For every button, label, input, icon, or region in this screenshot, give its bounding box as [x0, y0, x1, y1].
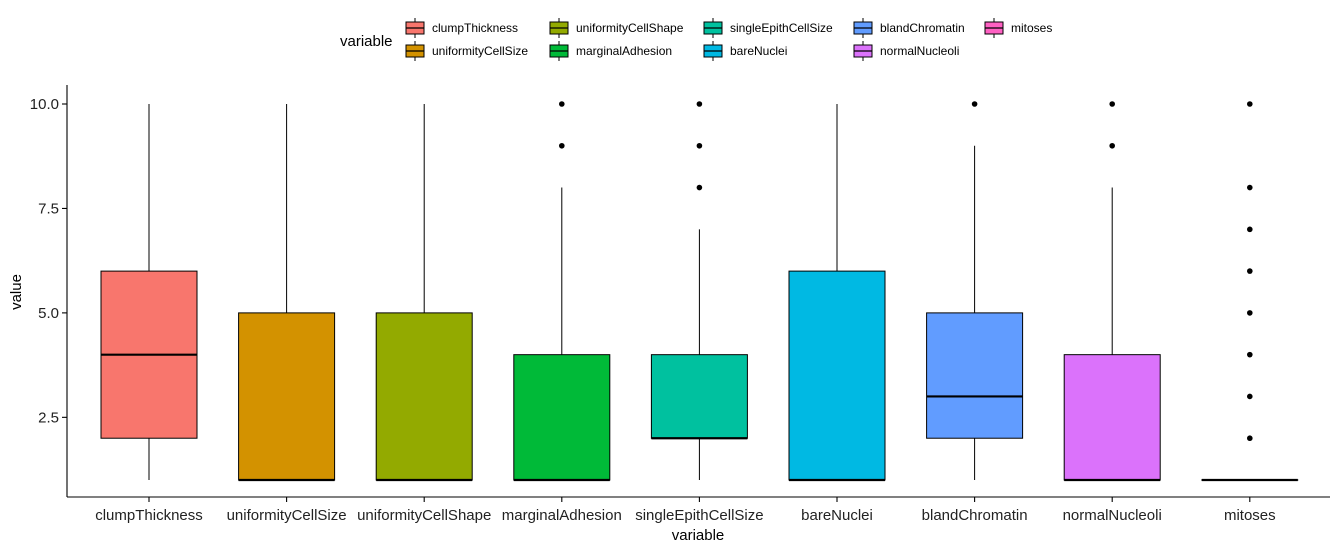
y-axis-title: value	[8, 274, 25, 310]
legend-item-marginalAdhesion: marginalAdhesion	[549, 41, 672, 61]
outlier-point	[696, 184, 703, 191]
box-singleEpithCellSize	[650, 101, 748, 480]
box-mitoses	[1201, 101, 1299, 482]
outlier-point	[1109, 101, 1115, 107]
outlier-point	[1247, 268, 1253, 274]
box-body	[238, 312, 336, 481]
box-uniformityCellShape	[375, 104, 473, 482]
box-body	[513, 354, 611, 481]
legend-label: normalNucleoli	[880, 44, 959, 58]
box-normalNucleoli	[1063, 101, 1161, 482]
legend: variable clumpThickness uniformityCellSiz…	[340, 18, 1052, 61]
legend-label: bareNuclei	[730, 44, 787, 58]
outlier-point	[1247, 393, 1253, 400]
box-clumpThickness	[100, 104, 198, 480]
legend-item-bareNuclei: bareNuclei	[703, 41, 787, 61]
x-tick-label: uniformityCellShape	[357, 507, 491, 524]
x-tick-label: clumpThickness	[95, 507, 203, 524]
outlier-point	[1109, 142, 1115, 149]
box-body	[926, 312, 1024, 439]
outlier-point	[971, 101, 978, 107]
legend-item-clumpThickness: clumpThickness	[405, 18, 518, 38]
legend-item-singleEpithCellSize: singleEpithCellSize	[703, 18, 833, 38]
legend-item-uniformityCellSize: uniformityCellSize	[405, 41, 528, 61]
outlier-point	[1247, 351, 1253, 358]
legend-label: uniformityCellShape	[576, 21, 684, 35]
box-uniformityCellSize	[238, 104, 336, 482]
outlier-point	[1247, 184, 1253, 191]
outlier-point	[696, 142, 703, 149]
box-blandChromatin	[926, 101, 1024, 480]
x-tick-label: mitoses	[1224, 507, 1276, 524]
legend-item-mitoses: mitoses	[984, 18, 1052, 38]
legend-item-uniformityCellShape: uniformityCellShape	[549, 18, 684, 38]
legend-title: variable	[340, 33, 393, 50]
x-axis-title: variable	[672, 527, 725, 544]
y-tick-label: 10.0	[30, 96, 59, 113]
box-body	[1063, 354, 1161, 481]
box-body	[375, 312, 473, 481]
plot-area: 2.5 5.0 7.5 10.0 clumpThickness uniformityCe…	[30, 85, 1330, 524]
outlier-point	[1247, 435, 1253, 442]
y-tick-label: 7.5	[38, 200, 59, 217]
box-marginalAdhesion	[513, 101, 611, 482]
legend-label: mitoses	[1011, 21, 1052, 35]
box-body	[650, 354, 748, 439]
legend-item-blandChromatin: blandChromatin	[853, 18, 965, 38]
outlier-point	[1247, 101, 1253, 107]
legend-label: marginalAdhesion	[576, 44, 672, 58]
x-tick-label: normalNucleoli	[1063, 507, 1162, 524]
outlier-point	[559, 142, 565, 149]
box-bareNuclei	[788, 104, 886, 482]
outlier-point	[559, 101, 565, 107]
outlier-point	[1247, 226, 1253, 233]
legend-label: blandChromatin	[880, 21, 965, 35]
outlier-point	[1247, 310, 1253, 316]
x-tick-label: uniformityCellSize	[227, 507, 347, 524]
legend-label: uniformityCellSize	[432, 44, 528, 58]
x-tick-label: blandChromatin	[922, 507, 1028, 524]
x-tick-label: bareNuclei	[801, 507, 873, 524]
outlier-point	[696, 101, 703, 107]
legend-item-normalNucleoli: normalNucleoli	[853, 41, 959, 61]
x-tick-label: marginalAdhesion	[502, 507, 622, 524]
legend-label: clumpThickness	[432, 21, 518, 35]
legend-label: singleEpithCellSize	[730, 21, 833, 35]
y-tick-label: 5.0	[38, 305, 59, 322]
y-tick-label: 2.5	[38, 409, 59, 426]
x-tick-label: singleEpithCellSize	[635, 507, 763, 524]
box-body	[788, 270, 886, 481]
